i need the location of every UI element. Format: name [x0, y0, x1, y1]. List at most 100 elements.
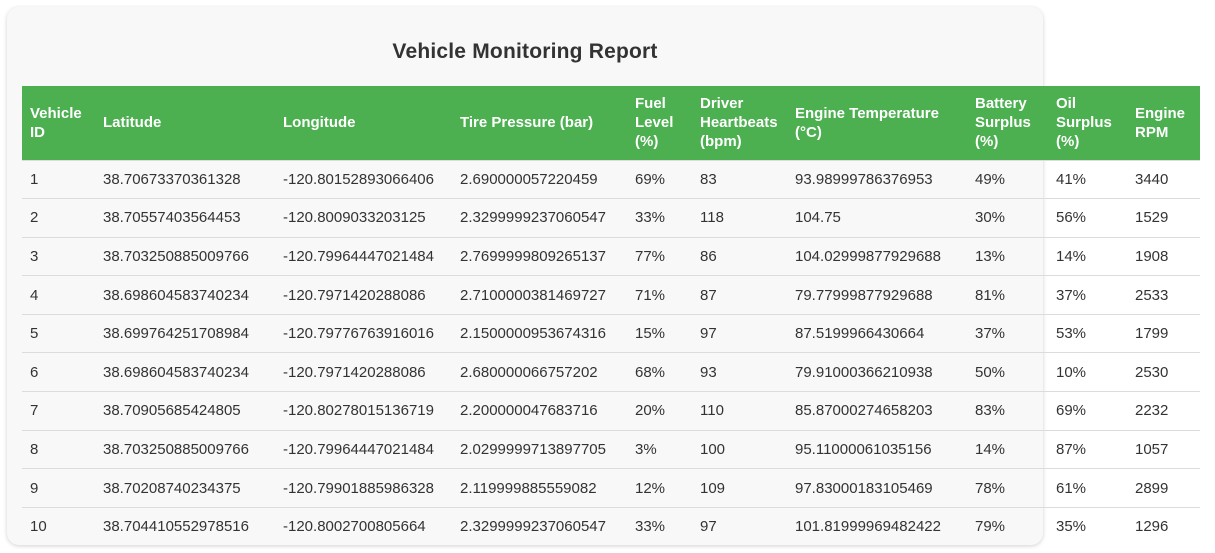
cell-battery-surplus: 49%	[967, 159, 1048, 199]
cell-latitude: 38.698604583740234	[95, 275, 275, 315]
cell-longitude: -120.7971420288086	[275, 352, 452, 392]
cell-oil-surplus: 10%	[1048, 352, 1127, 392]
cell-driver-heartbeats: 109	[692, 468, 787, 508]
cell-tire-pressure: 2.200000047683716	[452, 391, 627, 431]
cell-oil-surplus: 14%	[1048, 236, 1127, 276]
table-row: 6 38.698604583740234 -120.7971420288086 2.6…	[22, 352, 1200, 392]
cell-engine-temperature: 104.75	[787, 198, 967, 238]
cell-engine-temperature: 79.91000366210938	[787, 352, 967, 392]
cell-tire-pressure: 2.690000057220459	[452, 159, 627, 199]
cell-battery-surplus: 37%	[967, 313, 1048, 353]
cell-battery-surplus: 50%	[967, 352, 1048, 392]
cell-engine-temperature: 97.83000183105469	[787, 468, 967, 508]
cell-oil-surplus: 69%	[1048, 391, 1127, 431]
cell-fuel-level: 69%	[627, 159, 692, 199]
cell-vehicle-id: 7	[22, 391, 95, 431]
cell-longitude: -120.79776763916016	[275, 313, 452, 353]
cell-longitude: -120.79901885986328	[275, 468, 452, 508]
cell-tire-pressure: 2.3299999237060547	[452, 506, 627, 546]
cell-engine-rpm: 3440	[1127, 159, 1200, 199]
table-row: 3 38.703250885009766 -120.79964447021484 2.…	[22, 236, 1200, 276]
cell-fuel-level: 33%	[627, 506, 692, 546]
cell-longitude: -120.79964447021484	[275, 429, 452, 469]
table-row: 1 38.70673370361328 -120.80152893066406 2.6…	[22, 159, 1200, 199]
cell-tire-pressure: 2.0299999713897705	[452, 429, 627, 469]
cell-tire-pressure: 2.680000066757202	[452, 352, 627, 392]
cell-driver-heartbeats: 110	[692, 391, 787, 431]
cell-longitude: -120.80152893066406	[275, 159, 452, 199]
cell-vehicle-id: 6	[22, 352, 95, 392]
cell-driver-heartbeats: 97	[692, 506, 787, 546]
cell-oil-surplus: 53%	[1048, 313, 1127, 353]
cell-engine-rpm: 2899	[1127, 468, 1200, 508]
cell-engine-rpm: 1799	[1127, 313, 1200, 353]
cell-latitude: 38.703250885009766	[95, 429, 275, 469]
cell-fuel-level: 15%	[627, 313, 692, 353]
cell-vehicle-id: 1	[22, 159, 95, 199]
cell-engine-rpm: 2530	[1127, 352, 1200, 392]
table-row: 2 38.70557403564453 -120.8009033203125 2.32…	[22, 198, 1200, 238]
cell-tire-pressure: 2.119999885559082	[452, 468, 627, 508]
page-title: Vehicle Monitoring Report	[392, 40, 658, 63]
cell-oil-surplus: 37%	[1048, 275, 1127, 315]
table-body: 1 38.70673370361328 -120.80152893066406 2.6…	[22, 159, 1200, 546]
cell-fuel-level: 3%	[627, 429, 692, 469]
col-header-engine-temperature: Engine Temperature (°C)	[787, 86, 967, 160]
cell-engine-temperature: 79.77999877929688	[787, 275, 967, 315]
cell-battery-surplus: 13%	[967, 236, 1048, 276]
col-header-oil-surplus: Oil Surplus (%)	[1048, 86, 1127, 160]
table-row: 4 38.698604583740234 -120.7971420288086 2.7…	[22, 275, 1200, 315]
cell-driver-heartbeats: 93	[692, 352, 787, 392]
cell-latitude: 38.704410552978516	[95, 506, 275, 546]
col-header-driver-heartbeats: Driver Heartbeats (bpm)	[692, 86, 787, 160]
col-header-vehicle-id: Vehicle ID	[22, 86, 95, 160]
cell-engine-temperature: 85.87000274658203	[787, 391, 967, 431]
cell-vehicle-id: 10	[22, 506, 95, 546]
cell-vehicle-id: 8	[22, 429, 95, 469]
col-header-battery-surplus: Battery Surplus (%)	[967, 86, 1048, 160]
cell-fuel-level: 77%	[627, 236, 692, 276]
cell-fuel-level: 20%	[627, 391, 692, 431]
cell-vehicle-id: 3	[22, 236, 95, 276]
cell-battery-surplus: 14%	[967, 429, 1048, 469]
cell-tire-pressure: 2.1500000953674316	[452, 313, 627, 353]
cell-battery-surplus: 81%	[967, 275, 1048, 315]
cell-latitude: 38.699764251708984	[95, 313, 275, 353]
cell-longitude: -120.8009033203125	[275, 198, 452, 238]
cell-driver-heartbeats: 100	[692, 429, 787, 469]
col-header-latitude: Latitude	[95, 86, 275, 160]
cell-tire-pressure: 2.3299999237060547	[452, 198, 627, 238]
cell-oil-surplus: 61%	[1048, 468, 1127, 508]
cell-oil-surplus: 41%	[1048, 159, 1127, 199]
table-row: 5 38.699764251708984 -120.79776763916016 2.…	[22, 313, 1200, 353]
cell-vehicle-id: 4	[22, 275, 95, 315]
cell-oil-surplus: 35%	[1048, 506, 1127, 546]
cell-engine-temperature: 87.5199966430664	[787, 313, 967, 353]
cell-fuel-level: 68%	[627, 352, 692, 392]
cell-driver-heartbeats: 118	[692, 198, 787, 238]
table-row: 9 38.70208740234375 -120.79901885986328 2.1…	[22, 468, 1200, 508]
cell-vehicle-id: 5	[22, 313, 95, 353]
cell-latitude: 38.698604583740234	[95, 352, 275, 392]
header-row: Vehicle ID Latitude Longitude Tire Press…	[22, 86, 1200, 160]
cell-battery-surplus: 79%	[967, 506, 1048, 546]
cell-engine-rpm: 2533	[1127, 275, 1200, 315]
cell-latitude: 38.70557403564453	[95, 198, 275, 238]
cell-engine-temperature: 95.11000061035156	[787, 429, 967, 469]
table-row: 10 38.704410552978516 -120.8002700805664 2.…	[22, 506, 1200, 546]
cell-engine-rpm: 1529	[1127, 198, 1200, 238]
cell-fuel-level: 71%	[627, 275, 692, 315]
col-header-longitude: Longitude	[275, 86, 452, 160]
table-row: 8 38.703250885009766 -120.79964447021484 2.…	[22, 429, 1200, 469]
cell-latitude: 38.70673370361328	[95, 159, 275, 199]
cell-vehicle-id: 9	[22, 468, 95, 508]
cell-vehicle-id: 2	[22, 198, 95, 238]
cell-engine-rpm: 2232	[1127, 391, 1200, 431]
cell-longitude: -120.8002700805664	[275, 506, 452, 546]
col-header-engine-rpm: Engine RPM	[1127, 86, 1200, 160]
cell-engine-temperature: 101.81999969482422	[787, 506, 967, 546]
cell-latitude: 38.70905685424805	[95, 391, 275, 431]
cell-engine-rpm: 1908	[1127, 236, 1200, 276]
cell-oil-surplus: 87%	[1048, 429, 1127, 469]
